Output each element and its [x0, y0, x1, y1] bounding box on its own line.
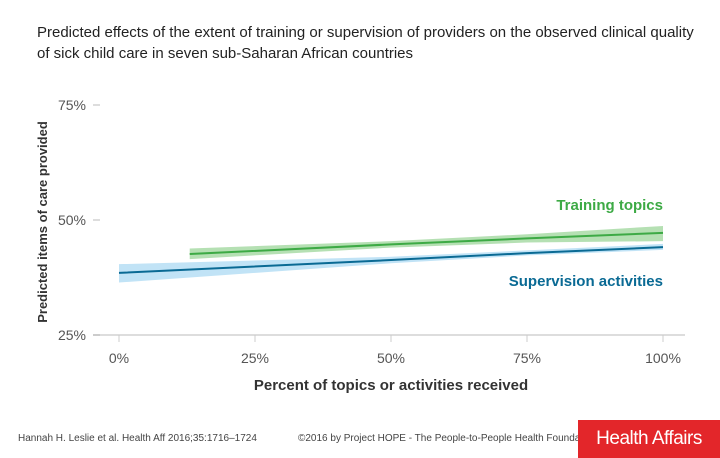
x-tick-label: 25% [241, 350, 269, 366]
x-axis-label: Percent of topics or activities received [254, 377, 528, 394]
health-affairs-logo: Health Affairs [578, 420, 720, 458]
x-tick-label: 100% [645, 350, 681, 366]
x-tick-label: 50% [377, 350, 405, 366]
series-label: Supervision activities [509, 273, 663, 290]
x-tick-label: 0% [109, 350, 129, 366]
chart-title: Predicted effects of the extent of train… [37, 24, 694, 62]
source-citation: Hannah H. Leslie et al. Health Aff 2016;… [18, 433, 257, 444]
x-tick-label: 75% [513, 350, 541, 366]
series-line [189, 231, 664, 256]
series-label: Training topics [556, 197, 663, 214]
y-axis-label: Predicted items of care provided [35, 121, 50, 323]
series-line [118, 246, 664, 274]
copyright: ©2016 by Project HOPE - The People-to-Pe… [298, 433, 619, 444]
chart: 25% 50% 75% 0% 25% 50% 75% 100% Percent of topic… [35, 97, 685, 394]
y-tick-label: 50% [58, 212, 86, 228]
y-tick-label: 25% [58, 327, 86, 343]
y-tick-label: 75% [58, 97, 86, 113]
